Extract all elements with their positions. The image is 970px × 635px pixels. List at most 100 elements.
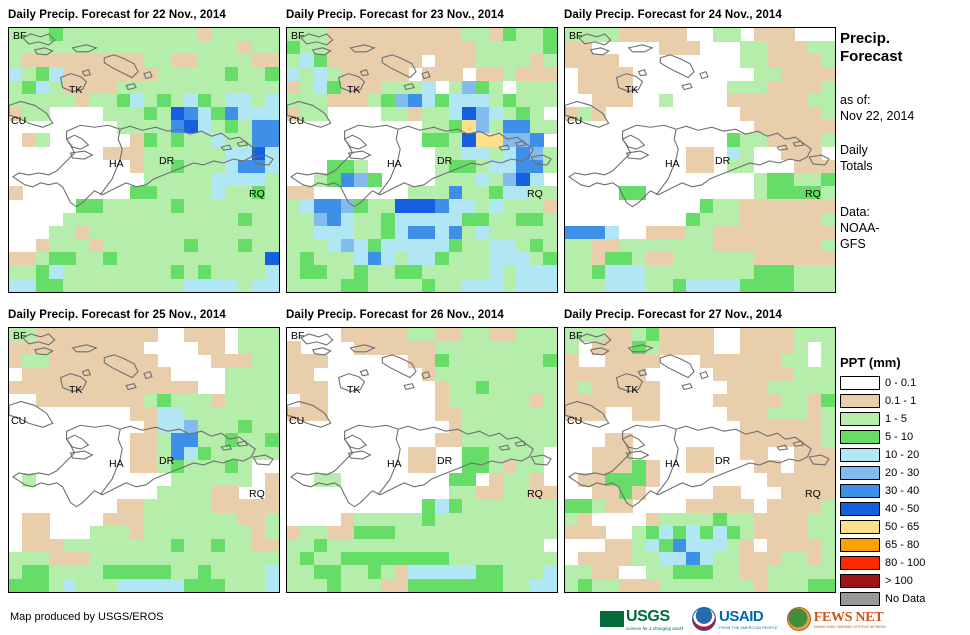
precip-cell xyxy=(726,265,741,280)
precip-cell xyxy=(591,265,606,280)
precip-cell xyxy=(157,393,172,408)
precip-cell xyxy=(143,238,158,253)
precip-cell xyxy=(475,406,490,421)
precip-cell xyxy=(489,393,504,408)
precip-cell xyxy=(543,433,557,448)
precip-cell xyxy=(767,67,782,82)
precip-cell xyxy=(224,159,239,174)
precip-cell xyxy=(645,238,660,253)
precip-cell xyxy=(89,328,104,342)
precip-cell xyxy=(435,133,450,148)
precip-cell xyxy=(543,328,557,342)
precip-map-2[interactable]: BF TK CU HA DR RQ xyxy=(286,27,558,293)
precip-cell xyxy=(197,565,212,580)
precip-cell xyxy=(516,278,531,292)
precip-cell xyxy=(794,252,809,266)
precip-map-5[interactable]: BF TK CU HA DR RQ xyxy=(286,327,558,593)
data-label: Data: xyxy=(840,205,870,219)
precip-cell xyxy=(238,328,253,342)
precip-cell xyxy=(251,212,266,227)
precip-cell xyxy=(408,93,423,108)
usgs-wordmark: USGS xyxy=(626,607,670,625)
precip-cell xyxy=(753,186,768,200)
precip-cell xyxy=(489,133,504,148)
precip-cell xyxy=(394,212,409,227)
precip-cell xyxy=(251,354,266,368)
precip-cell xyxy=(130,552,145,566)
precip-cell xyxy=(143,159,158,174)
precip-cell xyxy=(807,265,822,280)
precip-cell xyxy=(767,80,782,95)
precip-cell xyxy=(22,538,37,553)
country-label-cu: CU xyxy=(567,115,583,127)
precip-cell xyxy=(238,238,253,253)
precip-cell xyxy=(224,67,239,82)
precip-cell xyxy=(565,265,579,280)
precip-cell xyxy=(767,265,782,280)
precip-cell xyxy=(35,565,50,580)
precip-cell xyxy=(502,328,517,342)
precip-cell xyxy=(780,172,795,187)
precip-cell xyxy=(49,354,64,368)
precip-cell xyxy=(211,199,226,214)
country-label-cu: CU xyxy=(11,415,27,427)
precip-cell xyxy=(767,238,782,253)
precip-cell xyxy=(116,40,131,55)
precip-cell xyxy=(116,238,131,253)
precip-cell xyxy=(211,446,226,461)
precip-cell xyxy=(170,146,185,161)
precip-cell xyxy=(9,380,23,395)
precip-cell xyxy=(516,380,531,395)
precip-cell xyxy=(9,106,23,121)
precip-cell xyxy=(794,40,809,55)
precip-cell xyxy=(157,525,172,540)
precip-map-6[interactable]: BF TK CU HA DR RQ xyxy=(564,327,836,593)
precip-cell xyxy=(381,225,396,240)
country-label-tk: TK xyxy=(347,84,361,96)
precip-cell xyxy=(103,93,118,108)
precip-cell xyxy=(130,106,145,121)
precip-cell xyxy=(265,54,279,68)
precip-cell xyxy=(313,393,328,408)
precip-cell xyxy=(475,93,490,108)
precip-cell xyxy=(89,199,104,214)
precip-cell xyxy=(448,199,463,214)
precip-cell xyxy=(197,238,212,253)
precip-cell xyxy=(116,525,131,540)
precip-cell xyxy=(462,80,477,95)
precip-cell xyxy=(591,80,606,95)
precip-cell xyxy=(211,328,226,342)
precip-cell xyxy=(224,199,239,214)
precip-cell xyxy=(502,340,517,355)
precip-map-3[interactable]: BF TK CU HA DR RQ xyxy=(564,27,836,293)
precip-cell xyxy=(265,28,279,42)
precip-cell xyxy=(76,252,91,266)
precip-cell xyxy=(130,265,145,280)
precip-cell xyxy=(516,340,531,355)
legend-row: 0.1 - 1 xyxy=(840,392,966,410)
precip-cell xyxy=(462,446,477,461)
precip-cell xyxy=(327,238,342,253)
precip-map-1[interactable]: BF TK CU HA DR RQ xyxy=(8,27,280,293)
precip-cell xyxy=(130,225,145,240)
precip-map-4[interactable]: BF TK CU HA DR RQ xyxy=(8,327,280,593)
precip-cell xyxy=(22,54,37,68)
precip-cell xyxy=(197,393,212,408)
precip-cell xyxy=(408,278,423,292)
precip-cell xyxy=(22,367,37,382)
precip-cell xyxy=(143,433,158,448)
precip-cell xyxy=(170,40,185,55)
precip-cell xyxy=(211,406,226,421)
legend-label: 65 - 80 xyxy=(885,538,920,551)
precip-cell xyxy=(49,393,64,408)
precip-cell xyxy=(394,93,409,108)
precip-cell xyxy=(143,54,158,68)
coastline-overlay xyxy=(9,333,274,508)
precip-cell xyxy=(300,212,315,227)
precip-cell xyxy=(103,80,118,95)
precip-cell xyxy=(313,278,328,292)
precip-cell xyxy=(394,28,409,42)
coastline-overlay xyxy=(565,333,830,508)
precip-cell xyxy=(287,380,301,395)
precip-cell xyxy=(713,278,728,292)
